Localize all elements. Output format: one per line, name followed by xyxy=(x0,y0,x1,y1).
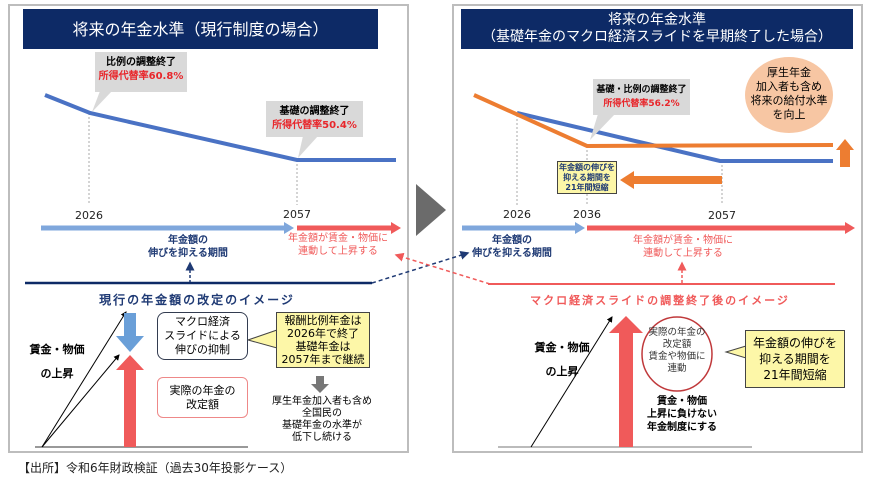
callout-proportional-end: 比例の調整終了 所得代替率60.8% xyxy=(95,52,187,92)
year-label: 2026 xyxy=(75,209,103,222)
red-up-arrow xyxy=(609,316,643,447)
yellow-callout: 年金額の伸びを 抑える期間を 21年間短縮 xyxy=(745,330,845,388)
section-title: マクロ経済スライドの調整終了後のイメージ xyxy=(530,294,790,307)
source-note: 【出所】令和6年財政検証（過去30年投影ケース） xyxy=(18,461,293,475)
left-title-text: 将来の年金水準（現行制度の場合） xyxy=(72,19,329,39)
wage-price-label: 賃金・物価 の上昇 xyxy=(534,341,590,378)
yellow-callout-pointer xyxy=(246,329,278,349)
callout-title: 基礎の調整終了 xyxy=(279,106,350,117)
callout-rate: 所得代替率60.8% xyxy=(98,71,184,82)
next-chevron-icon xyxy=(416,184,446,236)
year-label: 2026 xyxy=(503,208,531,221)
blue-down-arrow xyxy=(116,313,144,352)
left-title: 将来の年金水準（現行制度の場合） xyxy=(23,9,378,49)
right-title: 将来の年金水準 （基礎年金のマクロ経済スライドを早期終了した場合） xyxy=(461,9,853,49)
improve-circle-text: 厚生年金 加入者も含め 将来の給付水準 を向上 xyxy=(750,66,828,121)
actual-circle xyxy=(641,316,713,392)
blue-period-label: 年金額の 伸びを抑える期間 xyxy=(472,235,552,259)
goal-text: 賃金・物価 上昇に負けない 年金制度にする xyxy=(646,396,718,433)
callout-title: 比例の調整終了 xyxy=(106,57,176,68)
macro-slide-box: マクロ経済 スライドによる 伸びの抑制 xyxy=(157,312,248,360)
year-label: 2036 xyxy=(573,208,601,221)
blue-period-label: 年金額の 伸びを抑える期間 xyxy=(148,235,228,259)
gray-down-arrow xyxy=(311,376,329,393)
year-label: 2057 xyxy=(708,209,736,222)
callout-both-end: 基礎・比例の調整終了 所得代替率56.2% xyxy=(593,79,690,115)
section-title: 現行の年金額の改定のイメージ xyxy=(99,293,295,307)
shorten-box: 年金額の伸びを 抑える期間を 21年間短縮 xyxy=(557,161,617,194)
current-system-line xyxy=(516,111,833,163)
red-up-arrow xyxy=(116,355,144,447)
orange-up-arrow xyxy=(836,139,854,167)
red-period-label: 年金額が賃金・物価に 連動して上昇する xyxy=(288,233,388,257)
callout-basic-end: 基礎の調整終了 所得代替率50.4% xyxy=(266,101,363,137)
result-text: 厚生年金加入者も含め 全国民の 基礎年金の水準が 低下し続ける xyxy=(272,396,372,443)
wage-price-label: 賃金・物価 の上昇 xyxy=(29,343,85,380)
callout-pointer xyxy=(298,136,318,158)
red-period-label: 年金額が賃金・物価に 連動して上昇する xyxy=(633,235,733,259)
pension-level-line xyxy=(44,93,396,162)
shorten-arrow xyxy=(620,171,722,189)
yellow-callout: 報酬比例年金は 2026年で終了 基礎年金は 2057年まで継続 xyxy=(276,312,370,368)
year-label: 2057 xyxy=(283,208,311,221)
actual-amount-box: 実際の年金の 改定額 xyxy=(157,377,248,418)
improve-circle xyxy=(745,57,833,133)
callout-pointer xyxy=(92,91,112,112)
actual-circle-text: 実際の年金の 改定額 賃金や物価に 連動 xyxy=(648,327,706,374)
early-end-line xyxy=(473,93,834,149)
callout-rate: 所得代替率50.4% xyxy=(272,120,357,131)
